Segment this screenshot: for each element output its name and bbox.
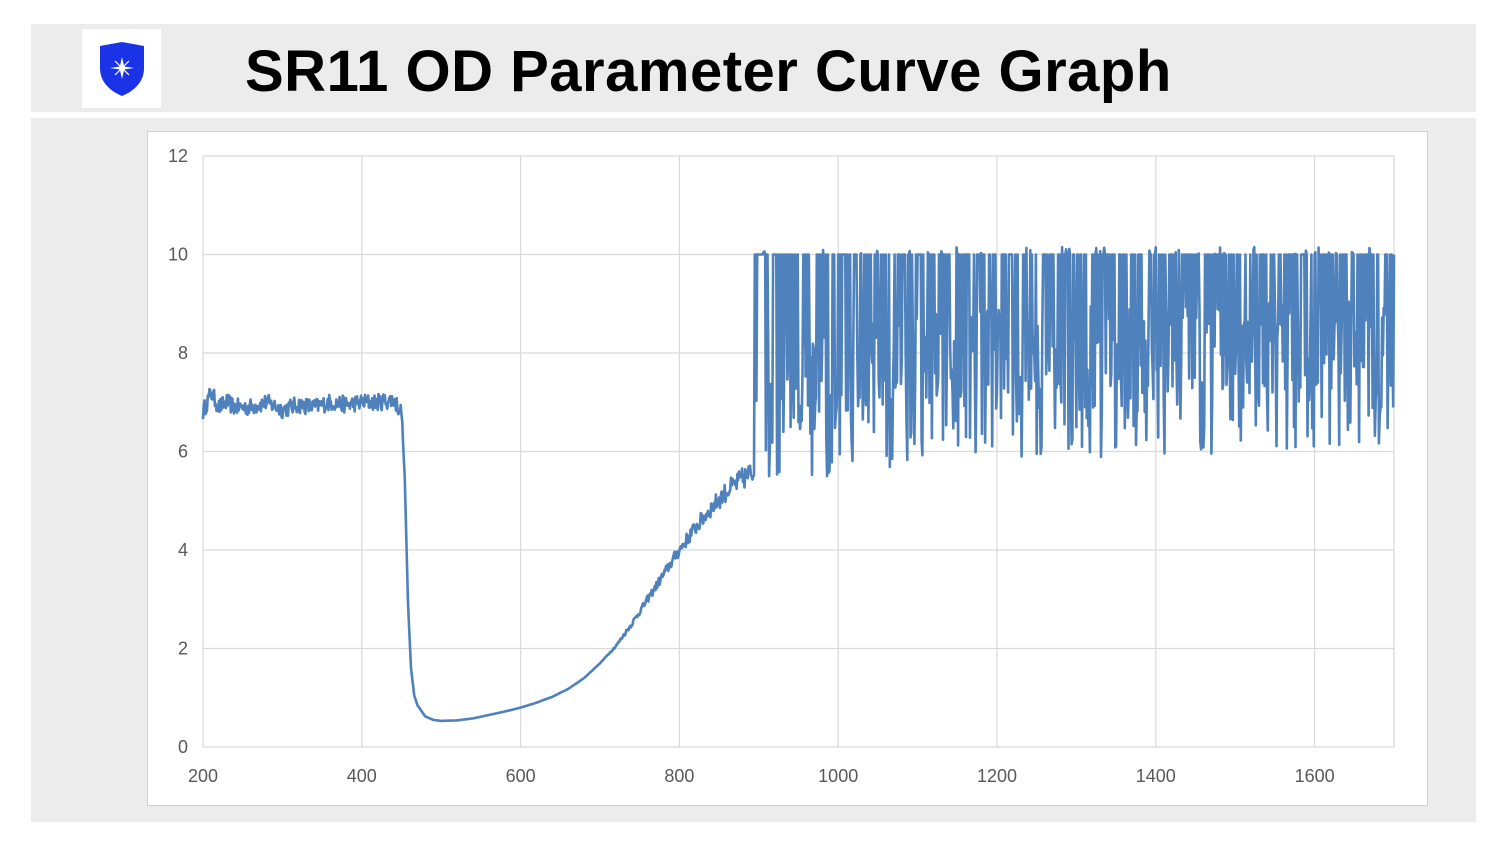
x-tick-label: 1600 (1295, 766, 1335, 786)
y-tick-label: 0 (178, 737, 188, 757)
x-tick-label: 600 (506, 766, 536, 786)
x-tick-label: 1000 (818, 766, 858, 786)
title-bar (31, 24, 1476, 112)
x-tick-label: 200 (188, 766, 218, 786)
y-tick-label: 10 (168, 245, 188, 265)
y-tick-label: 4 (178, 540, 188, 560)
page-title: SR11 OD Parameter Curve Graph (245, 39, 1172, 104)
od-curve-chart: 200 400 600 800 1000 1200 1400 1600 0 2 4 6 8 10 12 (168, 146, 1396, 786)
x-tick-label: 1200 (977, 766, 1017, 786)
y-tick-label: 2 (178, 639, 188, 659)
logo (82, 29, 161, 108)
y-tick-label: 6 (178, 442, 188, 462)
series-line (201, 245, 1396, 723)
y-tick-label: 8 (178, 343, 188, 363)
chart-panel: 200 400 600 800 1000 1200 1400 1600 0 2 4 6 8 10 12 (147, 131, 1428, 806)
x-tick-label: 1400 (1136, 766, 1176, 786)
y-tick-label: 12 (168, 146, 188, 166)
shield-star-icon (99, 41, 144, 96)
x-tick-label: 800 (664, 766, 694, 786)
x-tick-label: 400 (347, 766, 377, 786)
